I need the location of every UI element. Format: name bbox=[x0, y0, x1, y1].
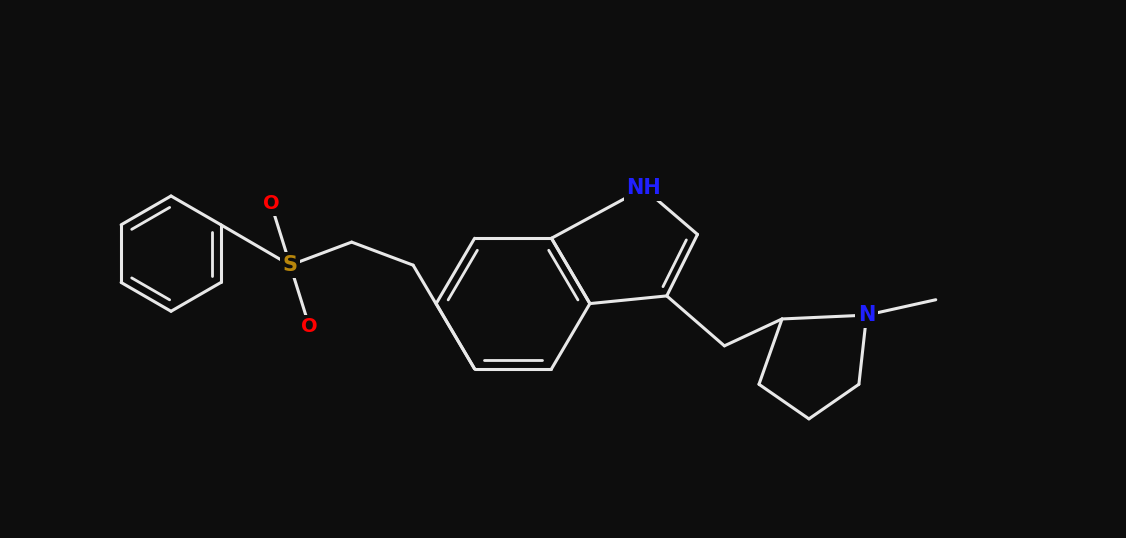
Text: NH: NH bbox=[626, 178, 661, 199]
Text: S: S bbox=[283, 255, 297, 275]
Text: N: N bbox=[858, 305, 875, 325]
Text: O: O bbox=[262, 194, 279, 213]
Text: O: O bbox=[301, 317, 318, 336]
